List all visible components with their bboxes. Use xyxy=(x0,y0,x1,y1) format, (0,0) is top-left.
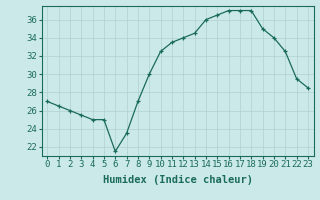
X-axis label: Humidex (Indice chaleur): Humidex (Indice chaleur) xyxy=(103,175,252,185)
